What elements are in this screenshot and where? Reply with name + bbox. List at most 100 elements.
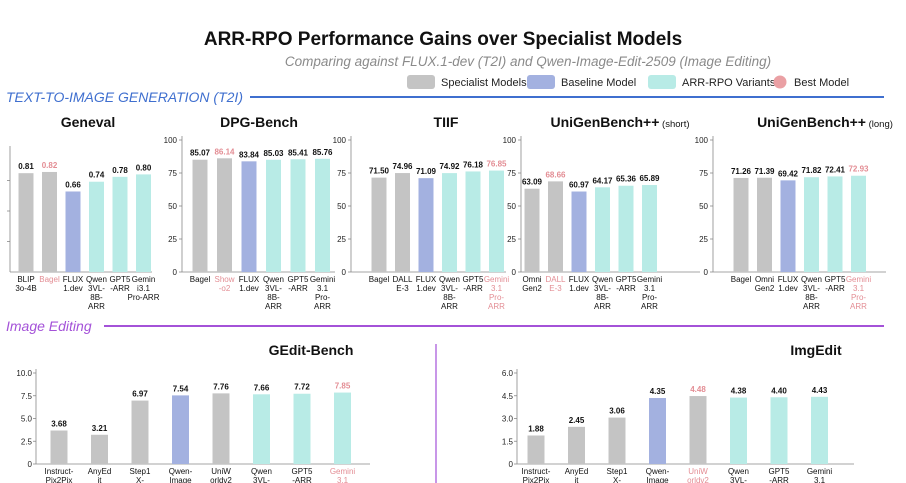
category-label-line: Pix2Pix [46, 476, 73, 483]
bar-3 [131, 400, 149, 464]
y-tick-label: 75 [337, 169, 346, 178]
category-label-line: Qwen [86, 275, 107, 284]
bar-6 [730, 397, 747, 464]
value-label: 69.42 [778, 169, 799, 178]
category-label-line: Gemini [846, 275, 872, 284]
category-label-line: Gen2 [755, 284, 775, 293]
legend-swatch-arr [648, 75, 676, 89]
y-tick-label: 2.5 [21, 437, 33, 446]
category-label: GPT5 -ARR [288, 275, 309, 293]
category-label-line: 8B- [90, 293, 103, 302]
bar-7 [293, 393, 311, 464]
value-label: 0.74 [89, 171, 105, 180]
category-label-line: it [575, 476, 580, 483]
value-label: 1.88 [528, 424, 544, 433]
category-label-line: 3.1 [853, 284, 865, 293]
bar-2 [42, 171, 57, 272]
y-tick-label: 50 [507, 202, 516, 211]
category-label-line: Step1 [130, 467, 151, 476]
category-label-line: 3.1 [644, 284, 656, 293]
chart-geneval: Geneval 0.81 BLIP 3o-4B 0.82 Bagel 0.66 FLUX 1.d… [7, 114, 160, 311]
category-label: Instruct-Pix2Pix [522, 467, 551, 483]
category-label-line: DALL [392, 275, 413, 284]
category-label: AnyEd it [565, 467, 589, 483]
category-label: FLUX 1.dev [778, 275, 799, 293]
category-label-line: Pro- [315, 293, 330, 302]
category-label-line: Gen2 [522, 284, 542, 293]
category-label-line: Step1 [607, 467, 628, 476]
y-tick-label: 75 [699, 169, 708, 178]
bar-1 [733, 177, 749, 272]
bar-5 [212, 393, 230, 464]
category-label-line: 3VL- [803, 284, 820, 293]
category-label-line: ARR [265, 302, 282, 311]
value-label: 71.82 [801, 166, 822, 175]
category-label-line: it [98, 476, 103, 483]
category-label: Omni Gen2 [755, 275, 775, 293]
value-label: 74.96 [392, 162, 413, 171]
category-label: Step1 X- [607, 467, 628, 483]
category-label-line: FLUX [239, 275, 260, 284]
category-label-line: Pix2Pix [523, 476, 550, 483]
value-label: 72.93 [848, 165, 869, 174]
category-label-line: 3VL- [253, 476, 270, 483]
value-label: 74.92 [439, 162, 460, 171]
category-label-line: BLIP [17, 275, 34, 284]
category-label-line: Gemini [807, 467, 833, 476]
bar-5 [290, 159, 306, 272]
bar-6 [642, 185, 657, 272]
value-label: 65.89 [639, 174, 660, 183]
category-label-line: E-3 [549, 284, 562, 293]
category-label-line: 3VL- [730, 476, 747, 483]
value-label: 3.06 [609, 407, 625, 416]
value-label: 0.82 [42, 161, 58, 170]
value-label: 60.97 [569, 181, 590, 190]
bar-2 [395, 173, 410, 272]
chart-title: UniGenBench++ (short) [550, 114, 689, 130]
category-label-line: ARR [314, 302, 331, 311]
category-label-line: Instruct- [45, 467, 74, 476]
bar-2 [91, 434, 108, 464]
bar-1 [50, 430, 68, 464]
y-tick-label: 50 [337, 202, 346, 211]
category-label-line: -ARR [616, 284, 636, 293]
category-label-line: Pro- [642, 293, 657, 302]
category-label-line: GPT5 [463, 275, 484, 284]
value-label: 72.41 [825, 165, 846, 174]
bar-3 [608, 417, 626, 464]
category-label-line: 1.dev [569, 284, 589, 293]
category-label-line: Image [169, 476, 192, 483]
category-label-line: ARR [803, 302, 820, 311]
category-label-line: Bagel [39, 275, 60, 284]
value-label: 63.09 [522, 178, 543, 187]
chart-title: UniGenBench++ (long) [757, 114, 893, 130]
bar-5 [618, 185, 634, 272]
category-label-line: X- [136, 476, 144, 483]
y-tick-label: 50 [168, 202, 177, 211]
value-label: 7.85 [335, 382, 351, 391]
legend-marker-best [773, 75, 787, 89]
bar-6 [253, 394, 270, 464]
chart-gedit: GEdit-Bench 0 2.5 5.0 7.5 10.0 3.68 Instruct-Pi… [16, 342, 370, 483]
value-label: 86.14 [214, 147, 235, 156]
y-tick-label: 6.0 [502, 369, 514, 378]
category-label-line: Bagel [731, 275, 752, 284]
y-tick-label: 100 [333, 136, 347, 145]
section-edit: Image Editing [6, 318, 884, 334]
value-label: 6.97 [132, 390, 148, 399]
bar-1 [192, 159, 208, 272]
category-label-line: 8B- [805, 293, 818, 302]
category-label-line: -o2 [219, 284, 231, 293]
category-label: Qwen 3VL-8B-ARR [801, 275, 822, 311]
category-label: GPT5 -ARR [616, 275, 637, 293]
section-t2i: TEXT-TO-IMAGE GENERATION (T2I) [6, 89, 884, 105]
category-label: Instruct-Pix2Pix [45, 467, 74, 483]
value-label: 76.85 [486, 160, 507, 169]
y-tick-label: 5.0 [21, 415, 33, 424]
value-label: 85.07 [190, 149, 211, 158]
category-label-line: AnyEd [88, 467, 112, 476]
chart-tiif: TIIF 0 25 50 75 100 71.50 Bagel 74.96 DALL E-3 71.0… [333, 114, 510, 311]
